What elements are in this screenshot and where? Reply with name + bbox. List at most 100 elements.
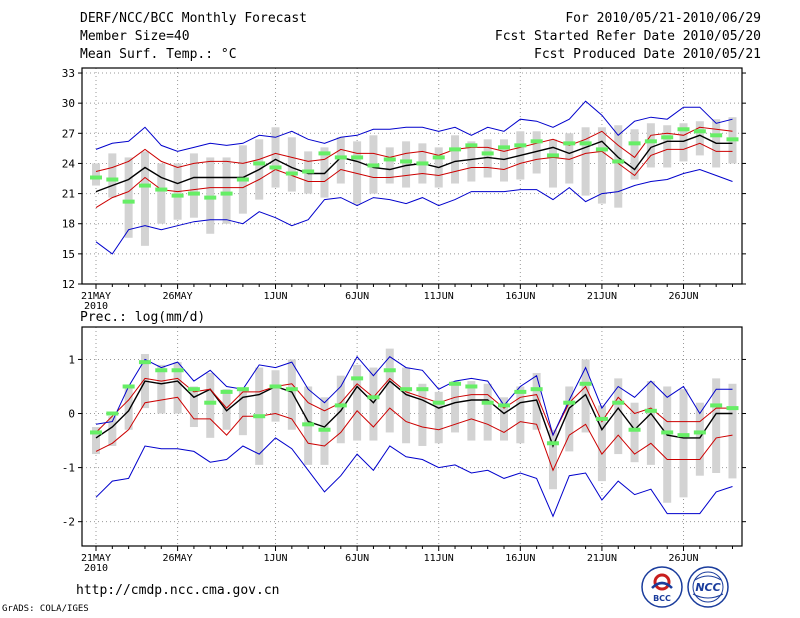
spread-box <box>238 389 247 436</box>
ensemble-marker <box>334 403 347 408</box>
spread-box <box>679 123 688 162</box>
spread-box <box>614 378 623 455</box>
spread-box <box>287 137 296 192</box>
ensemble-marker <box>253 161 266 166</box>
ensemble-marker <box>449 381 462 386</box>
ensemble-marker <box>432 400 445 405</box>
ensemble-marker <box>285 171 298 176</box>
ensemble-marker <box>595 147 608 152</box>
ensemble-marker <box>498 403 510 408</box>
x-tick-label: 1JUN <box>263 291 287 302</box>
ensemble-marker <box>351 376 364 381</box>
ensemble-marker <box>204 400 217 405</box>
ensemble-marker <box>416 161 429 166</box>
spread-box <box>157 364 166 414</box>
ensemble-marker <box>481 400 494 405</box>
x-tick-label: 1JUN <box>263 553 287 564</box>
x-tick-label: 21MAY <box>81 291 111 302</box>
spread-box <box>92 427 100 455</box>
ensemble-marker <box>628 141 641 146</box>
ensemble-marker <box>498 145 510 150</box>
ensemble-marker <box>677 127 690 132</box>
spread-box <box>206 157 215 234</box>
spread-box <box>189 386 198 428</box>
ensemble-marker <box>90 430 102 435</box>
x-tick-label: 26MAY <box>163 553 193 564</box>
ensemble-marker <box>416 387 429 392</box>
ensemble-marker <box>318 427 331 432</box>
spread-box <box>320 147 329 198</box>
x-tick-label: 21MAY <box>81 553 111 564</box>
ensemble-marker <box>187 191 200 196</box>
y-tick-label: 18 <box>62 218 75 231</box>
y-tick-label: 15 <box>62 248 75 261</box>
ensemble-marker <box>481 151 494 156</box>
y-tick-label: 30 <box>62 97 75 110</box>
spread-box <box>451 381 460 433</box>
ensemble-marker <box>253 414 266 419</box>
spread-box <box>467 381 476 441</box>
ensemble-marker <box>644 139 657 144</box>
ensemble-marker <box>155 187 168 192</box>
spread-box <box>451 135 460 184</box>
ensemble-marker <box>677 433 690 438</box>
spread-box <box>418 383 427 446</box>
x-tick-label: 11JUN <box>424 553 454 564</box>
ensemble-marker <box>138 360 151 365</box>
max-series-line <box>95 355 733 437</box>
ensemble-marker <box>90 175 102 180</box>
ensemble-marker <box>546 153 559 158</box>
spread-box <box>548 429 557 490</box>
spread-box <box>663 125 672 168</box>
ensemble-marker <box>318 151 331 156</box>
x-tick-label: 21JUN <box>587 291 617 302</box>
y-tick-label: 12 <box>62 278 75 291</box>
ensemble-marker <box>106 411 119 416</box>
ensemble-marker <box>122 199 135 204</box>
ensemble-marker <box>710 133 723 138</box>
y-tick-label: 21 <box>62 188 75 201</box>
spread-box <box>287 359 296 430</box>
ensemble-marker <box>595 416 608 421</box>
ensemble-marker <box>563 400 576 405</box>
max-series-line <box>95 100 733 152</box>
ensemble-marker <box>530 387 543 392</box>
ensemble-marker <box>563 141 576 146</box>
spread-box <box>353 141 362 204</box>
ensemble-marker <box>269 384 282 389</box>
x-tick-label: 6JUN <box>345 291 369 302</box>
spread-box <box>630 402 639 463</box>
ensemble-marker <box>302 169 315 174</box>
ensemble-marker <box>465 384 478 389</box>
spread-box <box>385 147 394 184</box>
ensemble-marker <box>579 381 592 386</box>
spread-box <box>565 133 574 184</box>
ensemble-marker <box>351 155 364 160</box>
y-tick-label: 0 <box>68 408 75 421</box>
ensemble-marker <box>400 159 413 164</box>
spread-box <box>369 367 378 441</box>
ensemble-marker <box>302 422 315 427</box>
y-tick-label: 33 <box>62 67 75 80</box>
x-tick-label: 21JUN <box>587 553 617 564</box>
source-url[interactable]: http://cmdp.ncc.cma.gov.cn <box>76 583 280 598</box>
spread-box <box>695 402 704 476</box>
spread-box <box>483 383 492 441</box>
ensemble-marker <box>612 400 625 405</box>
spread-box <box>189 153 198 218</box>
spread-box <box>124 157 133 238</box>
fcst-started-date: Fcst Started Refer Date 2010/05/20 <box>494 29 761 44</box>
spread-box <box>108 153 117 198</box>
spread-box <box>532 131 541 174</box>
y-tick-label: -1 <box>62 462 75 475</box>
ensemble-marker <box>367 163 380 168</box>
ensemble-marker <box>236 177 249 182</box>
ensemble-marker <box>383 157 396 162</box>
ensemble-marker <box>269 165 282 170</box>
ensemble-marker <box>106 177 119 182</box>
ensemble-marker <box>693 129 706 134</box>
ensemble-marker <box>432 155 445 160</box>
ensemble-marker <box>661 430 674 435</box>
